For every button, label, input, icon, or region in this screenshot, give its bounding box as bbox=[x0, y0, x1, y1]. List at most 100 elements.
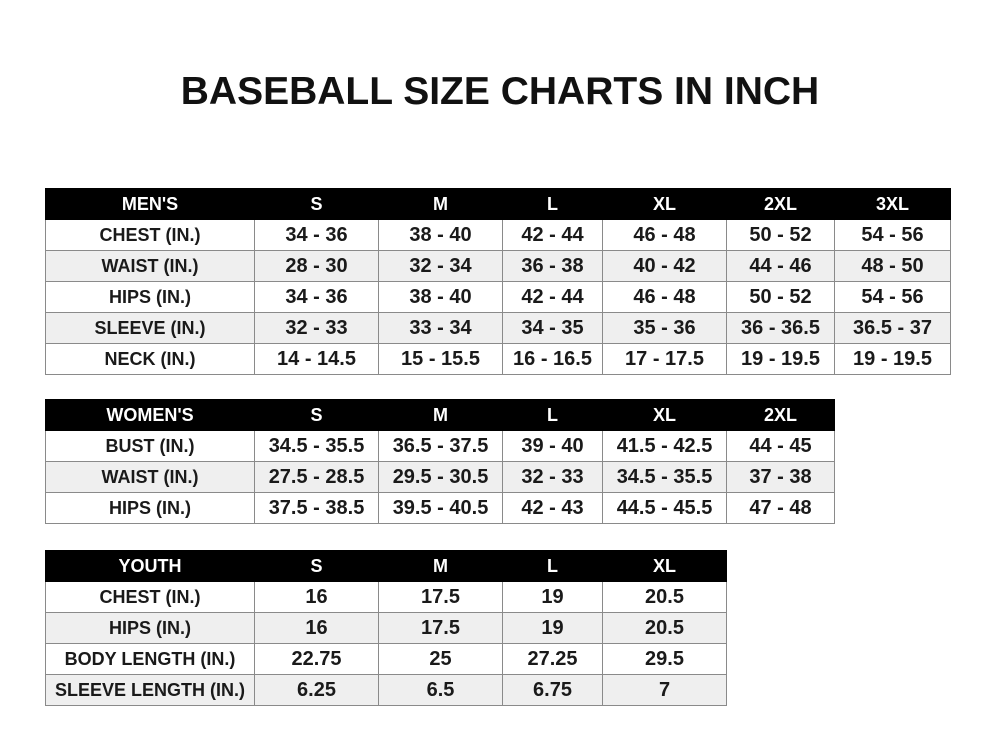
table-row: WAIST (IN.) 28 - 30 32 - 34 36 - 38 40 - 42 4… bbox=[45, 250, 951, 282]
size-value: 34 - 35 bbox=[502, 312, 603, 344]
size-value: 38 - 40 bbox=[378, 281, 503, 313]
header-row: YOUTH S M L XL bbox=[45, 550, 727, 582]
size-header: 3XL bbox=[834, 188, 951, 220]
size-header: S bbox=[254, 188, 379, 220]
size-header: L bbox=[502, 188, 603, 220]
size-value: 20.5 bbox=[602, 581, 727, 613]
category-header: WOMEN'S bbox=[45, 399, 255, 431]
size-value: 37 - 38 bbox=[726, 461, 835, 493]
size-value: 41.5 - 42.5 bbox=[602, 430, 727, 462]
size-value: 40 - 42 bbox=[602, 250, 727, 282]
category-header: YOUTH bbox=[45, 550, 255, 582]
size-value: 25 bbox=[378, 643, 503, 675]
measurement-label: HIPS (IN.) bbox=[45, 492, 255, 524]
size-value: 15 - 15.5 bbox=[378, 343, 503, 375]
size-value: 6.25 bbox=[254, 674, 379, 706]
size-value: 20.5 bbox=[602, 612, 727, 644]
size-value: 38 - 40 bbox=[378, 219, 503, 251]
size-value: 7 bbox=[602, 674, 727, 706]
size-value: 42 - 44 bbox=[502, 219, 603, 251]
size-value: 19 - 19.5 bbox=[726, 343, 835, 375]
size-value: 22.75 bbox=[254, 643, 379, 675]
size-header: M bbox=[378, 399, 503, 431]
size-value: 37.5 - 38.5 bbox=[254, 492, 379, 524]
youth-size-table: YOUTH S M L XL CHEST (IN.) 16 17.5 19 20.5 HIPS (I… bbox=[45, 550, 727, 706]
size-value: 46 - 48 bbox=[602, 281, 727, 313]
table-row: SLEEVE LENGTH (IN.) 6.25 6.5 6.75 7 bbox=[45, 674, 727, 706]
size-value: 17 - 17.5 bbox=[602, 343, 727, 375]
table-row: WAIST (IN.) 27.5 - 28.5 29.5 - 30.5 32 - 33… bbox=[45, 461, 835, 493]
size-value: 54 - 56 bbox=[834, 219, 951, 251]
size-header: XL bbox=[602, 399, 727, 431]
size-value: 16 bbox=[254, 581, 379, 613]
size-value: 27.25 bbox=[502, 643, 603, 675]
size-value: 28 - 30 bbox=[254, 250, 379, 282]
size-value: 50 - 52 bbox=[726, 219, 835, 251]
table-row: SLEEVE (IN.) 32 - 33 33 - 34 34 - 35 35 - 36… bbox=[45, 312, 951, 344]
measurement-label: SLEEVE (IN.) bbox=[45, 312, 255, 344]
size-value: 27.5 - 28.5 bbox=[254, 461, 379, 493]
size-value: 48 - 50 bbox=[834, 250, 951, 282]
size-value: 32 - 33 bbox=[502, 461, 603, 493]
size-value: 34 - 36 bbox=[254, 219, 379, 251]
size-value: 46 - 48 bbox=[602, 219, 727, 251]
size-value: 35 - 36 bbox=[602, 312, 727, 344]
measurement-label: NECK (IN.) bbox=[45, 343, 255, 375]
size-value: 32 - 34 bbox=[378, 250, 503, 282]
size-header: S bbox=[254, 550, 379, 582]
size-value: 19 bbox=[502, 612, 603, 644]
size-value: 42 - 43 bbox=[502, 492, 603, 524]
table-row: NECK (IN.) 14 - 14.5 15 - 15.5 16 - 16.5 17 … bbox=[45, 343, 951, 375]
size-header: 2XL bbox=[726, 188, 835, 220]
size-header: XL bbox=[602, 188, 727, 220]
size-value: 54 - 56 bbox=[834, 281, 951, 313]
measurement-label: BUST (IN.) bbox=[45, 430, 255, 462]
size-value: 44 - 45 bbox=[726, 430, 835, 462]
size-value: 29.5 bbox=[602, 643, 727, 675]
size-value: 19 - 19.5 bbox=[834, 343, 951, 375]
measurement-label: CHEST (IN.) bbox=[45, 581, 255, 613]
size-value: 36 - 36.5 bbox=[726, 312, 835, 344]
size-value: 34.5 - 35.5 bbox=[254, 430, 379, 462]
size-value: 44.5 - 45.5 bbox=[602, 492, 727, 524]
measurement-label: HIPS (IN.) bbox=[45, 281, 255, 313]
size-value: 6.75 bbox=[502, 674, 603, 706]
size-value: 36.5 - 37 bbox=[834, 312, 951, 344]
size-value: 17.5 bbox=[378, 581, 503, 613]
size-value: 29.5 - 30.5 bbox=[378, 461, 503, 493]
table-row: BODY LENGTH (IN.) 22.75 25 27.25 29.5 bbox=[45, 643, 727, 675]
measurement-label: HIPS (IN.) bbox=[45, 612, 255, 644]
size-value: 6.5 bbox=[378, 674, 503, 706]
table-row: CHEST (IN.) 34 - 36 38 - 40 42 - 44 46 - 48 5… bbox=[45, 219, 951, 251]
size-header: M bbox=[378, 188, 503, 220]
size-value: 36.5 - 37.5 bbox=[378, 430, 503, 462]
size-header: S bbox=[254, 399, 379, 431]
size-value: 17.5 bbox=[378, 612, 503, 644]
table-row: BUST (IN.) 34.5 - 35.5 36.5 - 37.5 39 - 40 4… bbox=[45, 430, 835, 462]
size-header: XL bbox=[602, 550, 727, 582]
size-value: 34.5 - 35.5 bbox=[602, 461, 727, 493]
size-value: 16 - 16.5 bbox=[502, 343, 603, 375]
size-header: 2XL bbox=[726, 399, 835, 431]
mens-size-table: MEN'S S M L XL 2XL 3XL CHEST (IN.) 34 - 36 38 - 4… bbox=[45, 188, 951, 375]
size-header: L bbox=[502, 550, 603, 582]
category-header: MEN'S bbox=[45, 188, 255, 220]
size-value: 47 - 48 bbox=[726, 492, 835, 524]
size-value: 44 - 46 bbox=[726, 250, 835, 282]
size-value: 19 bbox=[502, 581, 603, 613]
womens-size-table: WOMEN'S S M L XL 2XL BUST (IN.) 34.5 - 35.5 36.5… bbox=[45, 399, 835, 524]
size-value: 42 - 44 bbox=[502, 281, 603, 313]
measurement-label: WAIST (IN.) bbox=[45, 461, 255, 493]
measurement-label: WAIST (IN.) bbox=[45, 250, 255, 282]
table-row: HIPS (IN.) 34 - 36 38 - 40 42 - 44 46 - 48 50… bbox=[45, 281, 951, 313]
header-row: WOMEN'S S M L XL 2XL bbox=[45, 399, 835, 431]
table-row: HIPS (IN.) 16 17.5 19 20.5 bbox=[45, 612, 727, 644]
table-row: CHEST (IN.) 16 17.5 19 20.5 bbox=[45, 581, 727, 613]
page-title: BASEBALL SIZE CHARTS IN INCH bbox=[180, 70, 820, 113]
header-row: MEN'S S M L XL 2XL 3XL bbox=[45, 188, 951, 220]
size-value: 50 - 52 bbox=[726, 281, 835, 313]
measurement-label: SLEEVE LENGTH (IN.) bbox=[45, 674, 255, 706]
size-value: 14 - 14.5 bbox=[254, 343, 379, 375]
measurement-label: BODY LENGTH (IN.) bbox=[45, 643, 255, 675]
size-header: M bbox=[378, 550, 503, 582]
